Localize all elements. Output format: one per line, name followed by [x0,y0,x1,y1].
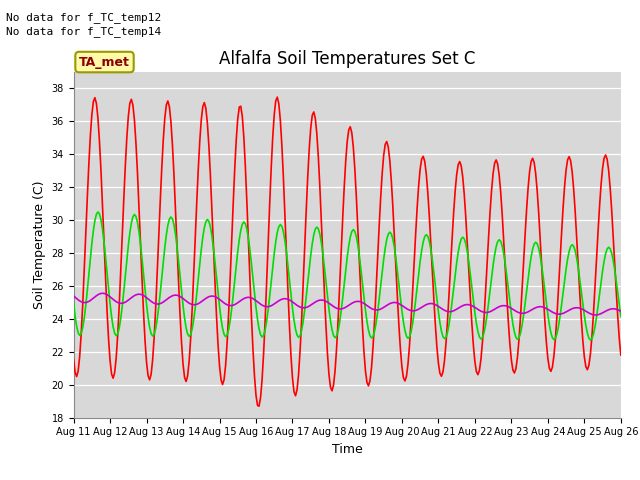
Text: No data for f_TC_temp12: No data for f_TC_temp12 [6,12,162,23]
Text: No data for f_TC_temp14: No data for f_TC_temp14 [6,26,162,37]
Y-axis label: Soil Temperature (C): Soil Temperature (C) [33,180,46,309]
Title: Alfalfa Soil Temperatures Set C: Alfalfa Soil Temperatures Set C [219,49,476,68]
X-axis label: Time: Time [332,443,363,456]
Text: TA_met: TA_met [79,56,130,69]
